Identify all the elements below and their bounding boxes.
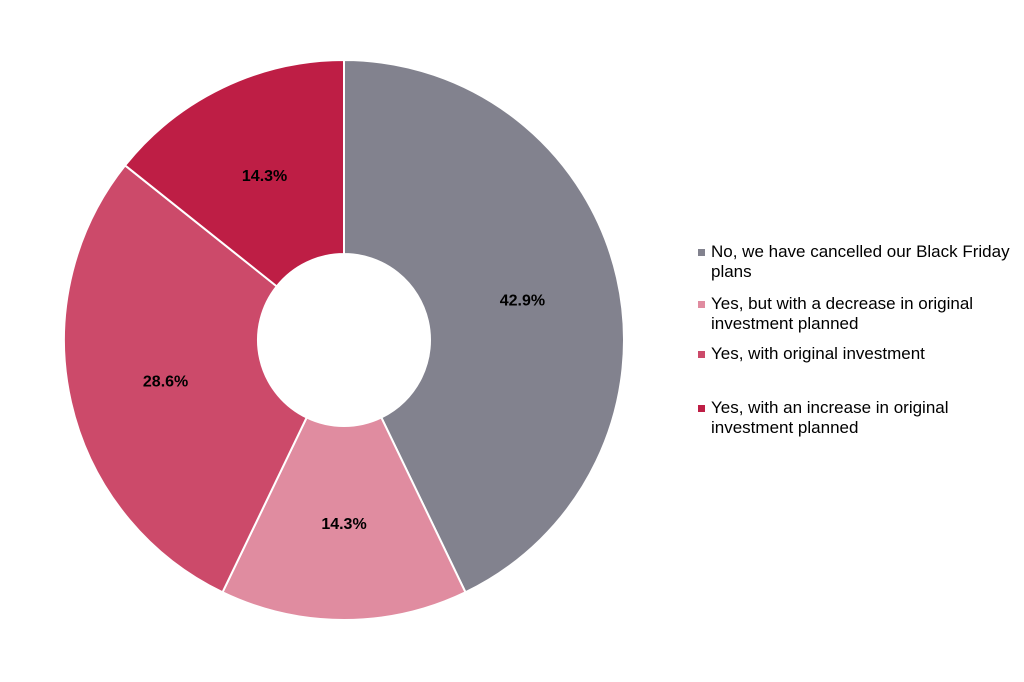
- slice-3: [123, 58, 345, 288]
- legend-label: Yes, with an increase in original invest…: [711, 398, 949, 437]
- data-label: 28.6%: [143, 374, 188, 391]
- legend-swatch: [698, 301, 705, 308]
- legend-item: Yes, with original investment: [698, 344, 1018, 364]
- slice-0: [343, 58, 625, 594]
- legend-swatch: [698, 249, 705, 256]
- legend-item: Yes, with an increase in original invest…: [698, 398, 1018, 438]
- legend-label: Yes, with original investment: [711, 344, 925, 363]
- legend-item: No, we have cancelled our Black Friday p…: [698, 242, 1018, 282]
- legend-swatch: [698, 405, 705, 412]
- legend-label: No, we have cancelled our Black Friday p…: [711, 242, 1010, 281]
- data-label: 42.9%: [500, 292, 545, 309]
- legend-swatch: [698, 351, 705, 358]
- slice-2: [63, 164, 309, 594]
- legend-label: Yes, but with a decrease in original inv…: [711, 294, 974, 333]
- legend-item: Yes, but with a decrease in original inv…: [698, 294, 1018, 334]
- data-label: 14.3%: [242, 168, 287, 185]
- data-label: 14.3%: [321, 516, 366, 533]
- legend: No, we have cancelled our Black Friday p…: [698, 242, 1018, 438]
